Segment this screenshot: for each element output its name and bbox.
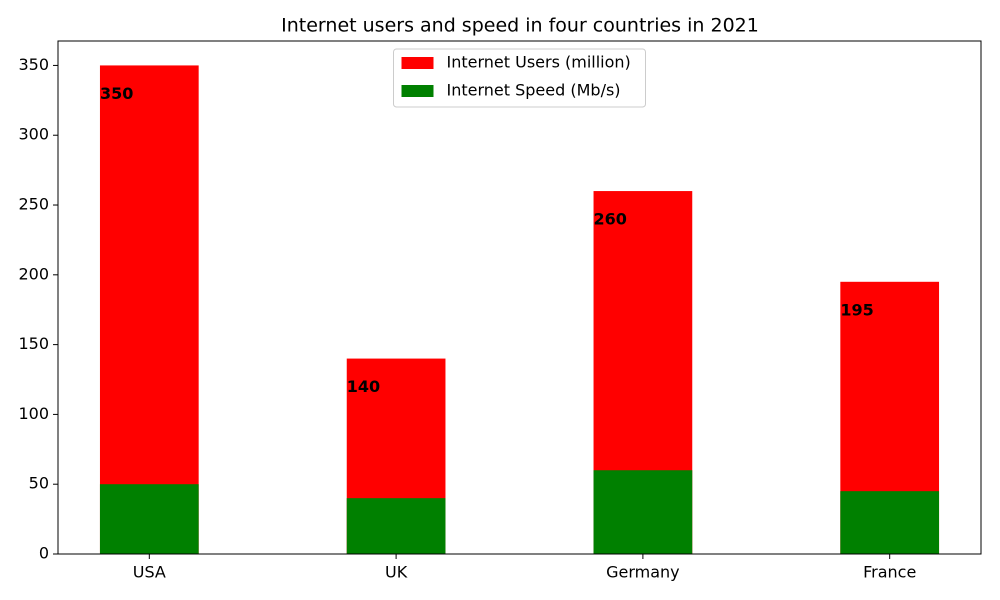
- y-tick-label: 350: [18, 55, 49, 74]
- x-tick-label: Germany: [606, 563, 680, 582]
- y-tick-label: 150: [18, 334, 49, 353]
- bar: [840, 491, 940, 554]
- bar: [346, 498, 446, 554]
- x-tick-label: USA: [133, 563, 166, 582]
- value-label: 195: [840, 300, 873, 319]
- value-label: 140: [347, 377, 380, 396]
- legend: Internet Users (million) Internet Speed (…: [393, 48, 646, 108]
- y-tick-label: 0: [39, 544, 49, 563]
- bar: [99, 65, 199, 554]
- y-tick-label: 200: [18, 264, 49, 283]
- legend-swatch: [401, 57, 434, 69]
- plot-frame: [57, 40, 982, 555]
- legend-label: Internet Speed (Mb/s): [447, 81, 621, 100]
- y-tick-label: 250: [18, 195, 49, 214]
- value-label: 350: [100, 84, 133, 103]
- y-tick-label: 100: [18, 404, 49, 423]
- bar: [593, 470, 693, 554]
- chart-title: Internet users and speed in four countri…: [281, 15, 759, 37]
- bar: [99, 484, 199, 554]
- y-tick-label: 50: [29, 474, 49, 493]
- y-tick-label: 300: [18, 125, 49, 144]
- legend-box: [393, 48, 646, 108]
- value-label: 260: [594, 210, 627, 229]
- legend-label: Internet Users (million): [447, 53, 631, 72]
- legend-swatch: [401, 85, 434, 97]
- x-tick-label: UK: [385, 563, 408, 582]
- x-tick-label: France: [863, 563, 916, 582]
